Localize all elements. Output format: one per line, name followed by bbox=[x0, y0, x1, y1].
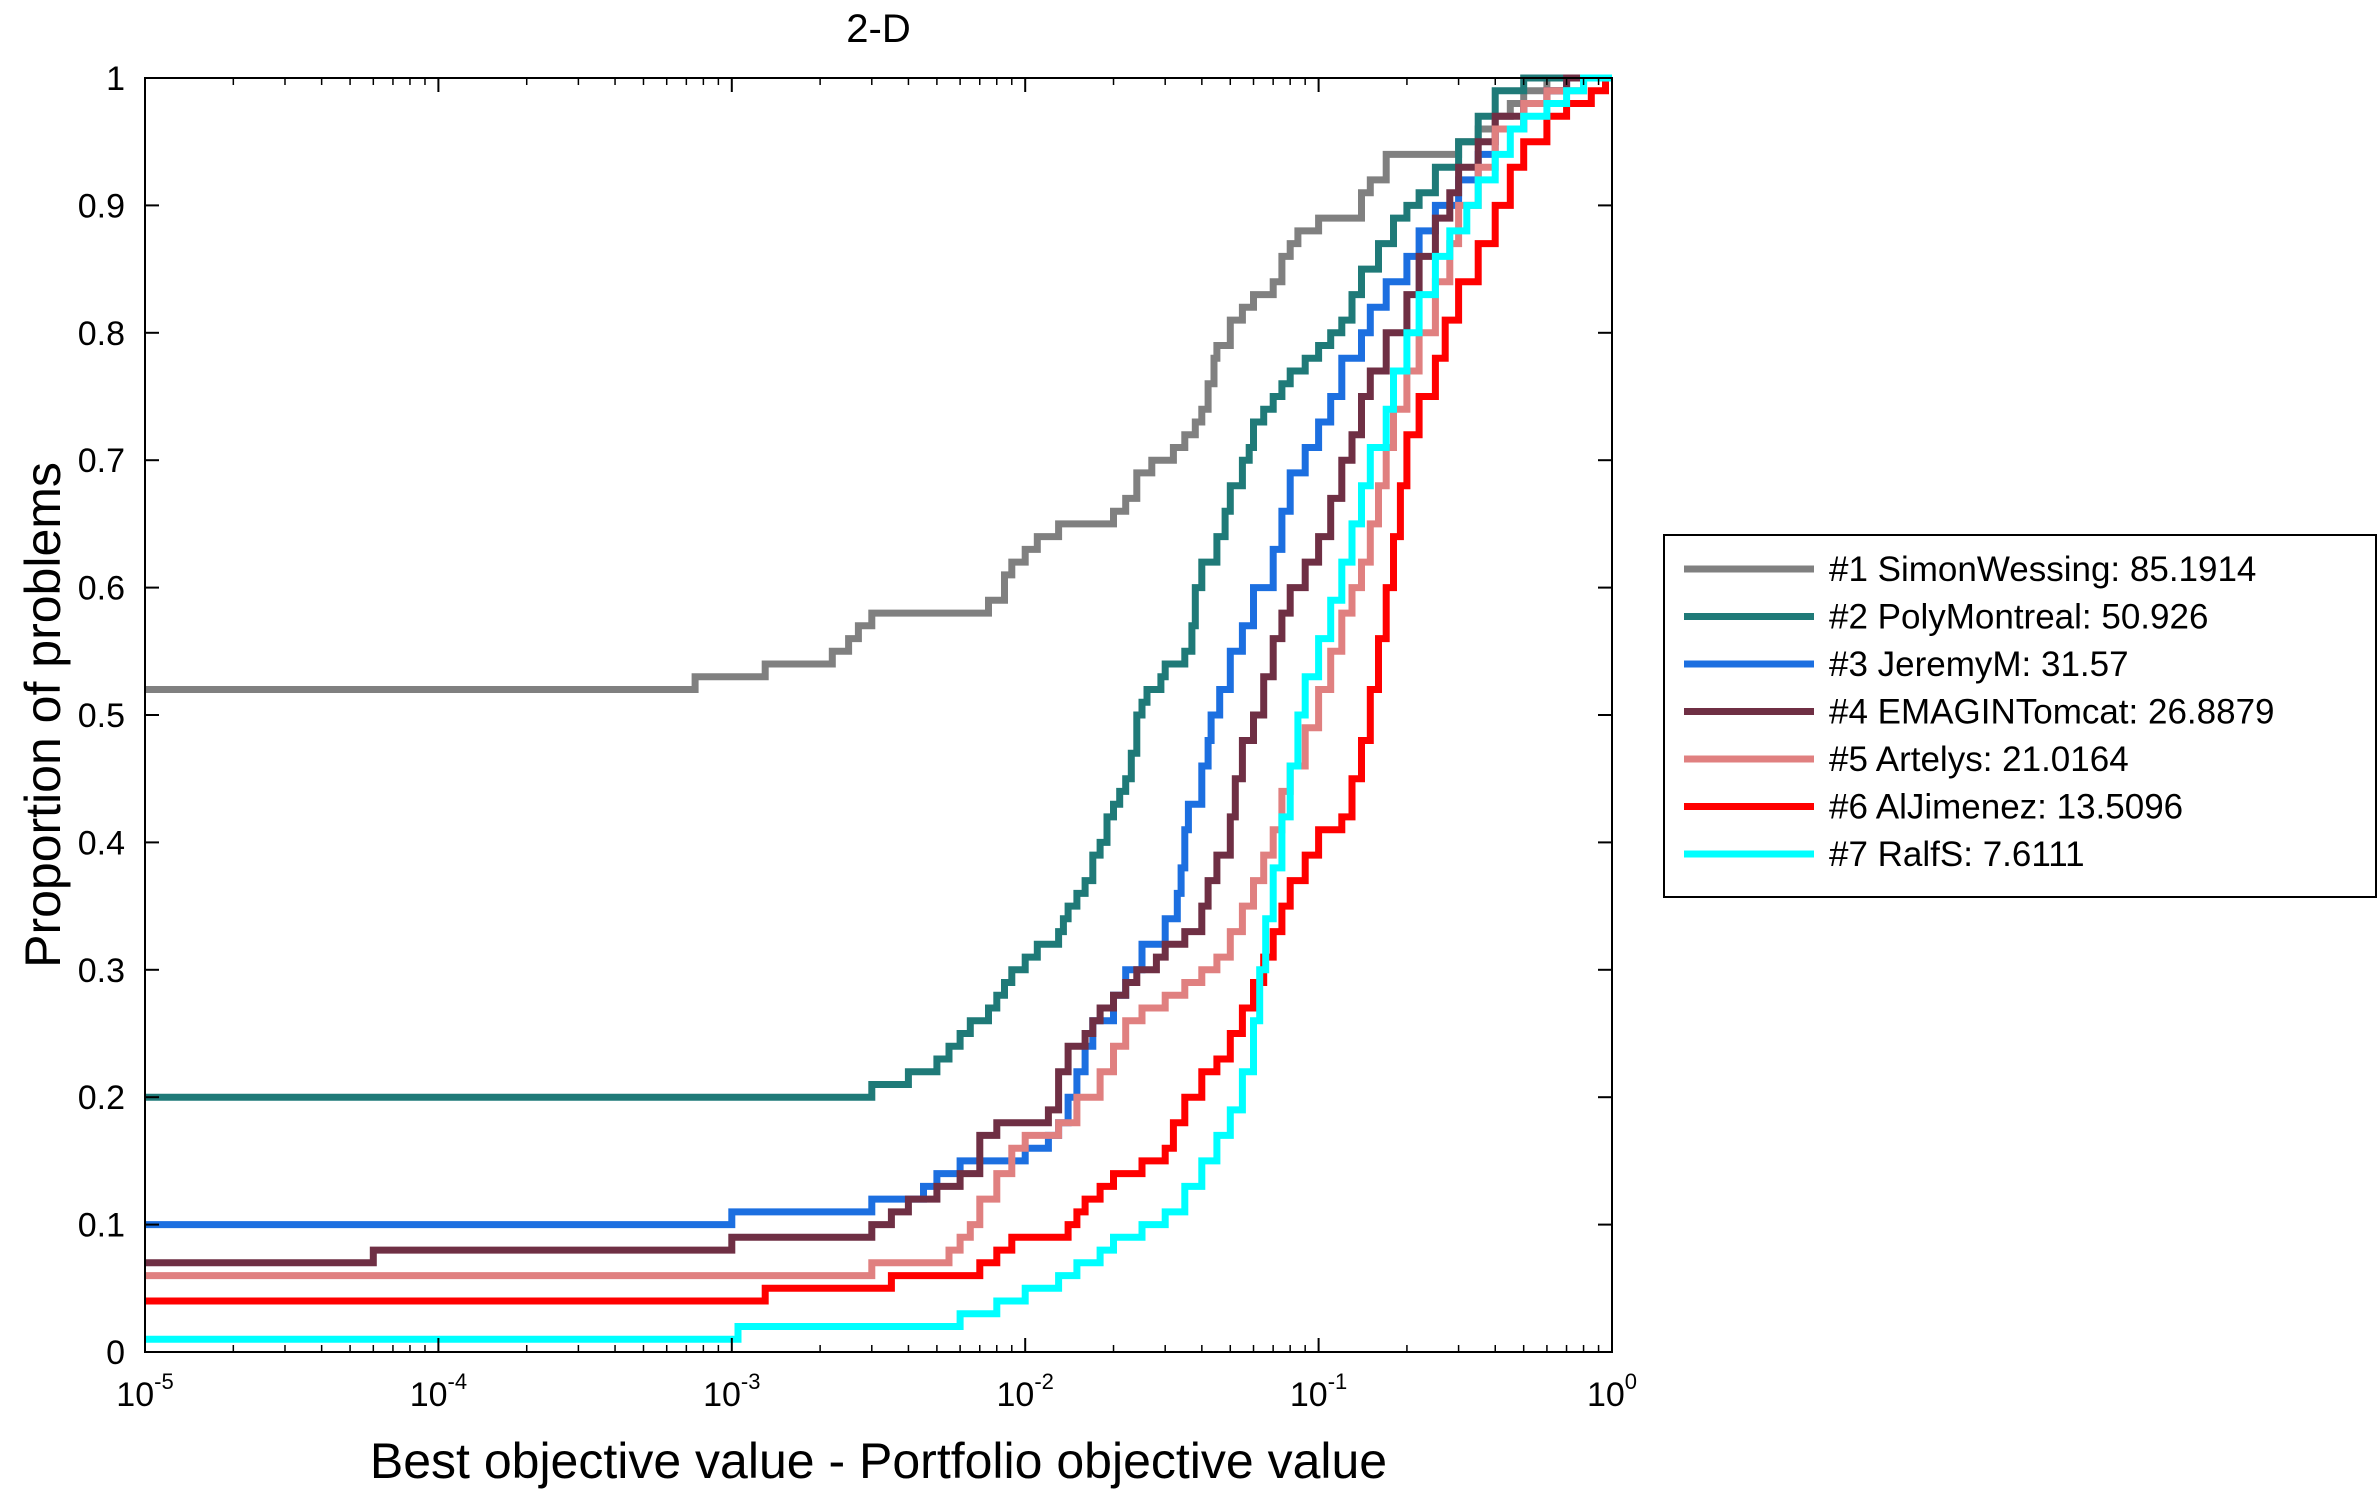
y-tick-label: 0.5 bbox=[78, 697, 125, 735]
y-tick-label: 1 bbox=[106, 60, 125, 98]
series-line-6 bbox=[145, 74, 1612, 1305]
y-tick-label: 0.1 bbox=[78, 1207, 125, 1245]
x-tick-base: 10 bbox=[1587, 1376, 1625, 1414]
legend-box bbox=[1663, 534, 2377, 898]
x-tick-base: 10 bbox=[703, 1376, 741, 1414]
legend-label-1: #1 SimonWessing: 85.1914 bbox=[1829, 550, 2256, 589]
series-line-1 bbox=[145, 74, 1612, 693]
x-tick-exponent: -1 bbox=[1328, 1369, 1348, 1394]
x-tick-label: 10-5 bbox=[116, 1369, 173, 1414]
series-line-2 bbox=[145, 74, 1612, 1101]
x-tick-label: 10-3 bbox=[703, 1369, 760, 1414]
series-line-4 bbox=[145, 74, 1612, 1267]
y-tick-label: 0 bbox=[106, 1334, 125, 1372]
legend-label-7: #7 RalfS: 7.6111 bbox=[1829, 835, 2085, 874]
x-tick-base: 10 bbox=[1290, 1376, 1328, 1414]
x-tick-label: 10-4 bbox=[410, 1369, 467, 1414]
legend-label-5: #5 Artelys: 21.0164 bbox=[1829, 740, 2129, 779]
y-tick-label: 0.6 bbox=[78, 570, 125, 608]
x-tick-base: 10 bbox=[410, 1376, 448, 1414]
series-line-7 bbox=[145, 74, 1612, 1343]
chart-title: 2-D bbox=[846, 7, 910, 51]
legend-label-3: #3 JeremyM: 31.57 bbox=[1829, 645, 2129, 684]
legend: #1 SimonWessing: 85.1914 #2 PolyMontreal:… bbox=[1663, 534, 2377, 898]
y-tick-label: 0.3 bbox=[78, 952, 125, 990]
y-tick-label: 0.2 bbox=[78, 1079, 125, 1117]
y-axis-label: Proportion of problems bbox=[15, 462, 71, 968]
x-tick-exponent: -5 bbox=[154, 1369, 174, 1394]
x-tick-exponent: -4 bbox=[448, 1369, 468, 1394]
x-tick-base: 10 bbox=[997, 1376, 1035, 1414]
y-tick-label: 0.7 bbox=[78, 442, 125, 480]
y-tick-label: 0.8 bbox=[78, 315, 125, 353]
legend-label-2: #2 PolyMontreal: 50.926 bbox=[1829, 598, 2208, 637]
x-tick-label: 10-1 bbox=[1290, 1369, 1347, 1414]
x-tick-exponent: 0 bbox=[1625, 1369, 1637, 1394]
series-layer bbox=[145, 74, 1612, 1343]
legend-label-4: #4 EMAGINTomcat: 26.8879 bbox=[1829, 693, 2275, 732]
legend-label-6: #6 AlJimenez: 13.5096 bbox=[1829, 788, 2183, 827]
x-tick-base: 10 bbox=[116, 1376, 154, 1414]
x-tick-label: 10-2 bbox=[997, 1369, 1054, 1414]
x-axis-label: Best objective value - Portfolio objecti… bbox=[370, 1433, 1387, 1489]
series-line-5 bbox=[145, 74, 1612, 1280]
y-tick-label: 0.9 bbox=[78, 187, 125, 225]
x-tick-exponent: -2 bbox=[1034, 1369, 1054, 1394]
x-tick-exponent: -3 bbox=[741, 1369, 761, 1394]
y-tick-label: 0.4 bbox=[78, 824, 125, 862]
x-tick-label: 100 bbox=[1587, 1369, 1637, 1414]
